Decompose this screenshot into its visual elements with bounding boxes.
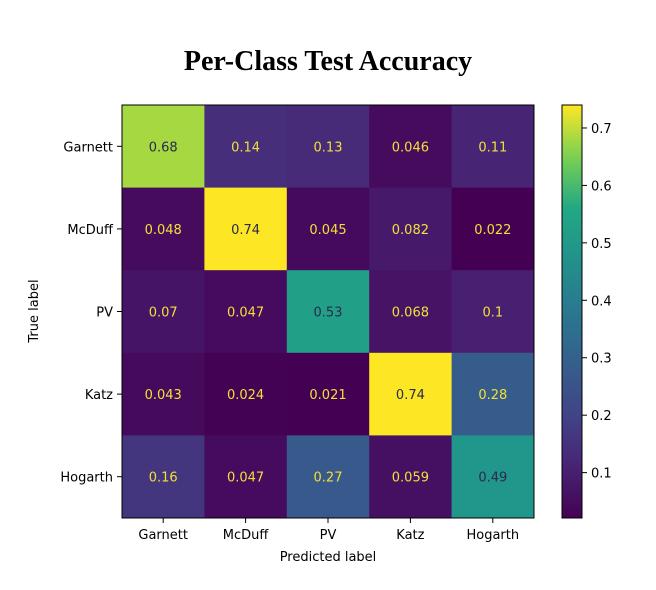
cell-value-label: 0.046 (392, 140, 429, 155)
colorbar-tick-label: 0.4 (591, 294, 612, 309)
cell-value-label: 0.74 (396, 388, 425, 403)
colorbar (561, 104, 583, 519)
x-tick-label: McDuff (223, 528, 270, 543)
x-tick-label: Hogarth (466, 528, 519, 543)
heatmap-cell (122, 435, 205, 519)
x-axis-ticks: Garnett McDuff PV Katz Hogarth (138, 518, 519, 543)
heatmap-cell (286, 105, 370, 189)
colorbar-ticks: 0.1 0.2 0.3 0.4 0.5 0.6 0.7 (582, 122, 612, 482)
y-tick-label: Garnett (63, 140, 113, 155)
heatmap-cells: 0.68 0.14 0.13 0.046 0.11 0.048 0.74 0.045 0.082… (122, 105, 535, 519)
heatmap-cell (204, 270, 288, 354)
cell-value-label: 0.045 (309, 223, 346, 238)
cell-value-label: 0.047 (227, 471, 264, 486)
x-tick-label: Garnett (138, 528, 188, 543)
colorbar-tick-label: 0.6 (591, 179, 612, 194)
chart-title: Per-Class Test Accuracy (184, 46, 472, 77)
cell-value-label: 0.082 (392, 223, 429, 238)
heatmap-cell (204, 105, 288, 189)
cell-value-label: 0.048 (145, 223, 182, 238)
cell-value-label: 0.14 (231, 140, 260, 155)
cell-value-label: 0.11 (478, 140, 507, 155)
cell-value-label: 0.27 (314, 471, 343, 486)
cell-value-label: 0.74 (231, 223, 260, 238)
heatmap-cell (369, 187, 453, 271)
cell-value-label: 0.28 (478, 388, 507, 403)
heatmap-cell (369, 352, 453, 436)
heatmap-cell (369, 270, 453, 354)
cell-value-label: 0.059 (392, 471, 429, 486)
cell-value-label: 0.047 (227, 306, 264, 321)
colorbar-tick-label: 0.3 (591, 352, 612, 367)
x-tick-label: Katz (396, 528, 424, 543)
cell-value-label: 0.16 (149, 471, 178, 486)
cell-value-label: 0.043 (145, 388, 182, 403)
cell-value-label: 0.022 (474, 223, 511, 238)
cell-value-label: 0.024 (227, 388, 264, 403)
cell-value-label: 0.1 (482, 306, 503, 321)
heatmap-cell (369, 435, 453, 519)
cell-value-label: 0.07 (149, 306, 178, 321)
heatmap-cell (451, 352, 535, 436)
y-axis-label: True label (27, 279, 42, 343)
heatmap-cell (122, 352, 205, 436)
heatmap-cell (286, 352, 370, 436)
x-tick-label: PV (320, 528, 337, 543)
heatmap-cell (451, 270, 535, 354)
x-axis-label: Predicted label (280, 550, 377, 565)
heatmap-cell (451, 187, 535, 271)
heatmap-cell (286, 270, 370, 354)
y-tick-label: PV (96, 306, 113, 321)
colorbar-tick-label: 0.5 (591, 237, 612, 252)
colorbar-tick-label: 0.7 (591, 122, 612, 137)
heatmap-cell (204, 187, 288, 271)
heatmap-cell (204, 352, 288, 436)
heatmap-cell (286, 435, 370, 519)
y-tick-label: McDuff (67, 223, 114, 238)
cell-value-label: 0.13 (314, 140, 343, 155)
heatmap-cell (451, 435, 535, 519)
cell-value-label: 0.021 (309, 388, 346, 403)
heatmap-cell (122, 105, 205, 189)
cell-value-label: 0.53 (314, 306, 343, 321)
colorbar-tick-label: 0.2 (591, 409, 612, 424)
y-axis-ticks: Garnett McDuff PV Katz Hogarth (60, 140, 122, 486)
cell-value-label: 0.068 (392, 306, 429, 321)
colorbar-tick-label: 0.1 (591, 467, 612, 482)
heatmap-cell (122, 270, 205, 354)
heatmap-cell (451, 105, 535, 189)
cell-value-label: 0.68 (149, 140, 178, 155)
cell-value-label: 0.49 (478, 471, 507, 486)
heatmap-cell (286, 187, 370, 271)
heatmap-cell (204, 435, 288, 519)
heatmap-cell (122, 187, 205, 271)
y-tick-label: Katz (85, 388, 113, 403)
heatmap-cell (369, 105, 453, 189)
y-tick-label: Hogarth (60, 471, 113, 486)
